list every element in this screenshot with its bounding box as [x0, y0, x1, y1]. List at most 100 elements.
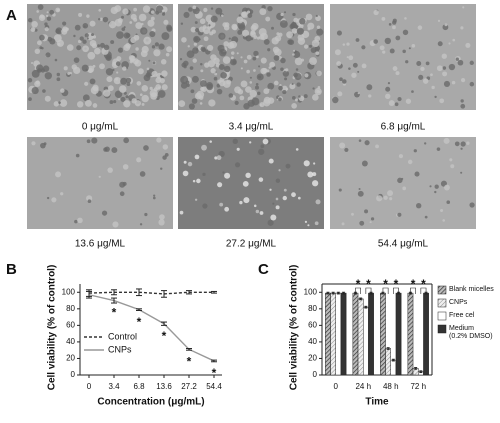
cell: [364, 209, 369, 214]
cell: [404, 17, 407, 20]
cell: [201, 86, 207, 92]
cell: [294, 72, 302, 81]
x-tick-label: 27.2: [181, 382, 197, 391]
error-bar: [342, 291, 346, 295]
image-caption: 6.8 μg/mL: [381, 122, 426, 133]
cell: [287, 39, 293, 45]
microscopy-image: [178, 137, 324, 229]
image-caption: 54.4 μg/mL: [378, 239, 429, 250]
cell: [260, 57, 267, 64]
cell: [376, 195, 383, 202]
cell: [260, 144, 265, 149]
cell: [253, 35, 258, 39]
cell: [312, 87, 315, 90]
cell: [339, 77, 343, 82]
cell: [55, 171, 62, 178]
cell: [232, 60, 237, 65]
cell: [191, 98, 198, 104]
cell: [442, 71, 448, 77]
cell: [119, 191, 125, 197]
cell: [186, 50, 195, 59]
cell: [301, 30, 310, 39]
cell: [135, 22, 143, 29]
cell: [420, 66, 425, 72]
cell: [210, 68, 216, 74]
cell: [313, 162, 316, 165]
y-tick-label: 100: [62, 287, 76, 296]
cell: [465, 42, 471, 48]
cell: [106, 76, 113, 83]
cell: [392, 25, 396, 30]
cell: [75, 153, 80, 158]
cell: [397, 212, 402, 217]
cell: [115, 77, 119, 81]
cell: [469, 81, 475, 87]
cell: [194, 21, 198, 24]
cell: [142, 5, 151, 13]
cell: [195, 48, 199, 51]
cell: [136, 157, 142, 163]
cell: [255, 83, 259, 86]
cell: [118, 85, 127, 93]
cell: [218, 32, 226, 40]
cell: [123, 26, 126, 29]
cell: [460, 26, 464, 30]
cell: [56, 72, 61, 77]
cell: [342, 43, 346, 46]
cell: [156, 137, 162, 143]
cell: [307, 171, 314, 178]
cell: [294, 98, 298, 102]
significance-marker: *: [162, 329, 167, 343]
cell: [285, 68, 289, 72]
cell: [31, 69, 40, 78]
image-background: [27, 137, 173, 229]
legend-label: Medium (0.2% DMSO): [449, 325, 493, 340]
cell: [275, 205, 280, 210]
cell: [210, 15, 218, 23]
cell: [143, 74, 151, 82]
cell: [240, 56, 243, 59]
cell: [245, 86, 252, 93]
cell: [402, 186, 407, 191]
cell: [253, 50, 259, 57]
cell: [31, 86, 39, 95]
legend-label: Blank micelles: [449, 286, 494, 293]
bar: [335, 292, 342, 376]
cell: [148, 59, 151, 62]
cell: [117, 47, 124, 53]
cell: [307, 224, 310, 227]
cell: [28, 97, 32, 101]
cell: [180, 82, 188, 89]
cell: [193, 35, 201, 43]
cell: [92, 103, 98, 108]
cell: [161, 70, 168, 77]
cell: [337, 91, 343, 97]
cell: [190, 26, 197, 33]
cell: [236, 16, 244, 24]
cell: [434, 190, 437, 194]
cell: [267, 48, 271, 52]
cell: [255, 209, 260, 214]
cell: [114, 18, 123, 27]
cell: [394, 102, 399, 107]
error-bar: [136, 308, 142, 311]
cell: [140, 50, 148, 58]
cell: [46, 11, 49, 14]
cell: [392, 66, 398, 71]
cell: [315, 199, 321, 205]
cell: [111, 147, 118, 154]
cell: [314, 221, 319, 226]
cell: [346, 42, 350, 46]
cell: [273, 80, 279, 86]
cell: [413, 149, 417, 153]
cell: [361, 160, 368, 167]
cell: [296, 27, 304, 35]
cell: [263, 38, 270, 45]
cell: [316, 25, 321, 30]
cell: [309, 57, 317, 66]
cell: [238, 24, 246, 31]
cell: [194, 154, 200, 160]
panel-label: A: [6, 7, 17, 24]
cell: [270, 214, 277, 221]
